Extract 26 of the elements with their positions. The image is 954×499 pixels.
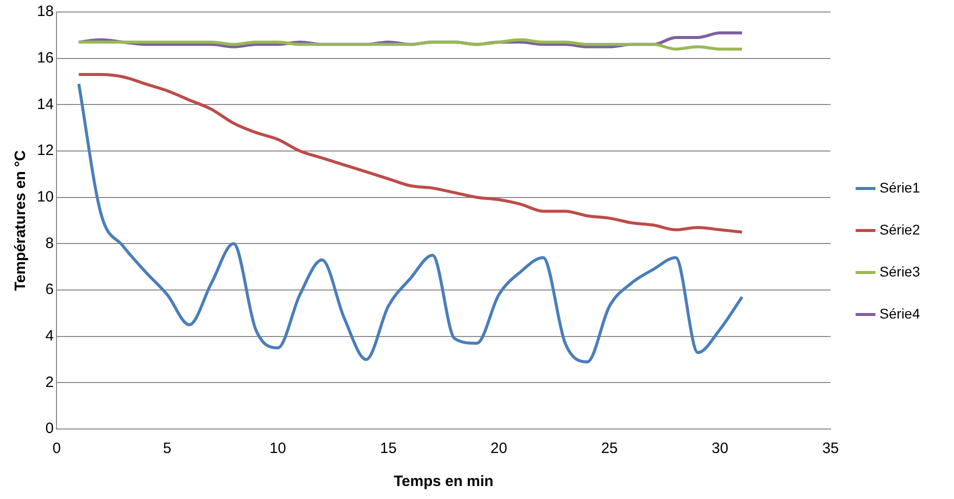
y-tick-label: 6 <box>45 281 54 298</box>
line-series <box>77 82 744 364</box>
legend-label: Série2 <box>880 221 920 238</box>
y-tick-label: 12 <box>36 142 54 160</box>
line-series <box>77 38 744 51</box>
y-axis-title: Températures en °C <box>12 150 30 291</box>
x-tick-label: 10 <box>269 440 286 458</box>
x-tick-label: 15 <box>380 440 397 458</box>
legend-label: Série1 <box>880 179 920 196</box>
y-tick-label: 14 <box>36 96 54 113</box>
line-series <box>77 73 744 234</box>
x-tick-label: 30 <box>712 440 728 458</box>
legend-label: Série3 <box>880 263 920 280</box>
y-tick-label: 0 <box>45 420 54 438</box>
y-tick-label: 8 <box>45 234 54 252</box>
x-tick-label: 5 <box>163 440 172 458</box>
x-tick-label: 20 <box>490 440 508 458</box>
y-tick-label: 16 <box>36 49 54 66</box>
x-tick-label: 25 <box>601 440 618 458</box>
y-tick-label: 4 <box>45 327 54 344</box>
x-axis-title: Temps en min <box>394 473 494 490</box>
y-tick-label: 18 <box>36 3 54 20</box>
x-tick-label: 35 <box>822 440 839 458</box>
legend-label: Série4 <box>880 305 920 322</box>
y-tick-label: 2 <box>45 374 54 391</box>
y-tick-label: 10 <box>36 188 54 206</box>
